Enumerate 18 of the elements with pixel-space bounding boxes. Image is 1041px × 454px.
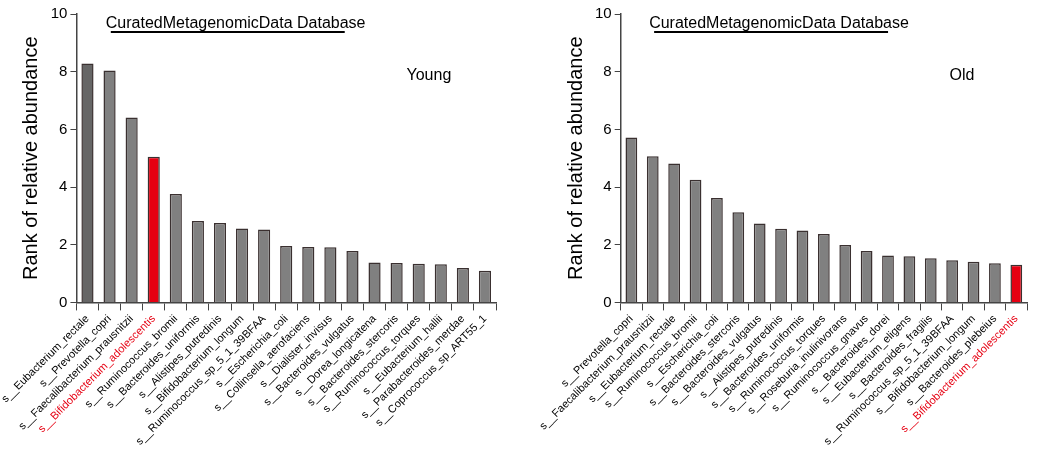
- annotation: Old: [949, 66, 975, 83]
- chart-title: CuratedMetagenomicData Database: [105, 14, 366, 31]
- y-tick-label: 8: [603, 61, 612, 79]
- y-tick-label: 6: [603, 119, 612, 137]
- chart-title: CuratedMetagenomicData Database: [649, 14, 909, 31]
- y-axis-title: Rank of relative abundance: [19, 36, 42, 280]
- y-tick-label: 4: [603, 177, 612, 195]
- y-tick-label: 2: [603, 234, 612, 252]
- y-tick-label: 8: [59, 61, 68, 79]
- y-axis-title: Rank of relative abundance: [563, 36, 586, 280]
- y-tick-label: 4: [59, 177, 68, 195]
- y-tick-label: 6: [59, 119, 68, 137]
- annotation: Young: [406, 66, 452, 83]
- y-tick-label: 2: [59, 234, 68, 252]
- y-tick-label: 0: [603, 292, 612, 310]
- y-tick-label: 10: [595, 4, 612, 22]
- y-tick-label: 10: [50, 4, 68, 22]
- y-tick-label: 0: [59, 292, 68, 310]
